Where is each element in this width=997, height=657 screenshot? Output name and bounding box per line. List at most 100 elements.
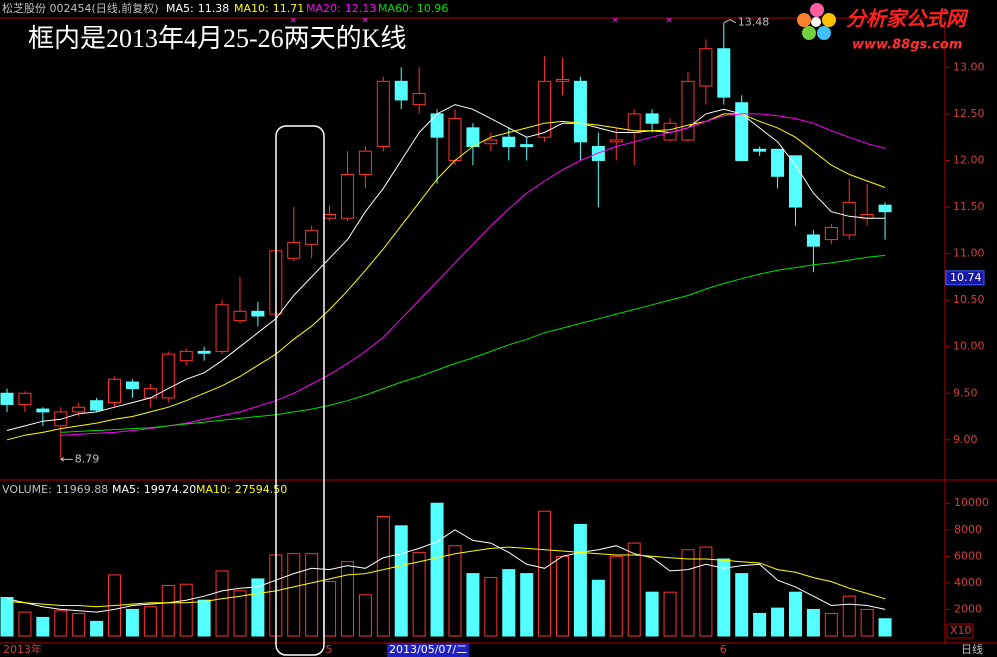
legend-name: MA10: xyxy=(196,483,231,496)
volume-bar xyxy=(753,612,767,637)
volume-bar xyxy=(824,612,838,637)
candle-body xyxy=(90,400,104,411)
y-tick-label: 4000 xyxy=(954,576,982,589)
volume-bar xyxy=(484,577,498,637)
candle-body xyxy=(681,80,695,141)
volume-bar xyxy=(663,591,677,637)
logo-name: 分析家公式网 xyxy=(846,7,969,31)
candle-body xyxy=(735,102,749,161)
y-tick-label: 2000 xyxy=(954,602,982,615)
candle-body xyxy=(143,388,157,399)
candle-body xyxy=(179,350,193,362)
volume-bar xyxy=(376,516,390,637)
min-label: 8.79 xyxy=(75,452,100,465)
candle-body xyxy=(197,350,211,354)
ma-line xyxy=(60,113,886,436)
candle-body xyxy=(18,392,32,405)
volume-bar xyxy=(591,579,605,637)
unit-box xyxy=(946,623,974,639)
x-tick-label: 6 xyxy=(720,643,727,656)
volume-bar xyxy=(0,597,14,637)
volume-bar xyxy=(233,590,247,637)
legend-name: MA10: xyxy=(234,2,269,15)
volume-bar xyxy=(520,573,534,637)
cursor-date: 2013/05/07/二 xyxy=(389,643,467,656)
candle-body xyxy=(502,136,516,148)
candle-body xyxy=(72,406,86,413)
logo-url: www.88gs.com xyxy=(852,38,962,53)
legend-value: 11.71 xyxy=(273,2,305,15)
x-tick-label: 2013年 xyxy=(3,642,42,656)
volume-bar xyxy=(448,545,462,637)
y-tick-label: 11.00 xyxy=(953,247,985,260)
volume-bar xyxy=(860,608,874,637)
candle-body xyxy=(520,144,534,148)
chart-title: 松芝股份 002454(日线,前复权) xyxy=(2,1,159,15)
candle-body xyxy=(215,304,229,352)
legend-ma60: MA60: 10.96 xyxy=(378,2,448,15)
volume-bar xyxy=(573,523,587,637)
ma-line xyxy=(60,254,886,433)
y-tick-label: 12.00 xyxy=(953,153,985,166)
candle-body xyxy=(466,127,480,148)
volume-bar xyxy=(412,551,426,637)
candle-body xyxy=(771,148,785,177)
volume-bar xyxy=(771,607,785,637)
volume-bar xyxy=(627,542,641,637)
candle-body xyxy=(305,229,319,245)
legend-name: MA20: xyxy=(306,2,341,15)
candle-body xyxy=(788,155,802,208)
candle-body xyxy=(842,201,856,236)
volume-bar xyxy=(143,606,157,637)
candle-body xyxy=(609,139,623,143)
volume-bar xyxy=(735,573,749,637)
volume-legend-ma5: MA5: 19974.20 xyxy=(112,483,196,496)
max-pointer xyxy=(723,19,737,24)
max-label: 13.48 xyxy=(738,16,770,29)
y-tick-label: 10000 xyxy=(954,496,989,509)
candle-body xyxy=(448,118,462,161)
legend-value: 19974.20 xyxy=(144,483,197,496)
y-tick-label: 8000 xyxy=(954,523,982,536)
volume-bar xyxy=(161,585,175,637)
candle-body xyxy=(699,48,713,87)
candle-body xyxy=(323,213,337,219)
legend-ma20: MA20: 12.13 xyxy=(306,2,376,15)
candle-body xyxy=(556,78,570,82)
candle-body xyxy=(0,392,14,405)
markers xyxy=(290,17,672,23)
min-pointer xyxy=(60,456,73,462)
volume-bar xyxy=(878,618,892,637)
volume-bar xyxy=(645,591,659,637)
y-tick-label: 13.00 xyxy=(953,60,985,73)
last-price: 10.74 xyxy=(950,271,982,284)
legend-name: MA5: xyxy=(166,2,194,15)
legend-value: 27594.50 xyxy=(235,483,288,496)
y-tick-label: 6000 xyxy=(954,549,982,562)
candle-body xyxy=(878,204,892,213)
candle-body xyxy=(824,227,838,241)
y-tick-label: 10.50 xyxy=(953,293,985,306)
volume-bar xyxy=(90,620,104,637)
volume-bar xyxy=(215,570,229,637)
volume-legend-ma10: MA10: 27594.50 xyxy=(196,483,287,496)
logo: 分析家公式网 www.88gs.com xyxy=(797,3,969,53)
candle-body xyxy=(645,113,659,124)
y-tick-label: 9.50 xyxy=(953,386,978,399)
y-tick-label: 12.50 xyxy=(953,107,985,120)
candle-body xyxy=(376,80,390,148)
candle-body xyxy=(538,80,552,138)
volume-bar xyxy=(699,546,713,637)
volume-bar xyxy=(717,558,731,637)
candle-body xyxy=(484,139,498,145)
candle-body xyxy=(717,48,731,98)
candle-body xyxy=(806,234,820,247)
legend-value: 11969.88 xyxy=(56,483,109,496)
volume-bar xyxy=(430,502,444,637)
candle-body xyxy=(340,173,354,219)
volume-bar xyxy=(681,549,695,637)
legend-value: 11.38 xyxy=(198,2,230,15)
volume-bar xyxy=(197,599,211,637)
volume-bar xyxy=(609,555,623,637)
